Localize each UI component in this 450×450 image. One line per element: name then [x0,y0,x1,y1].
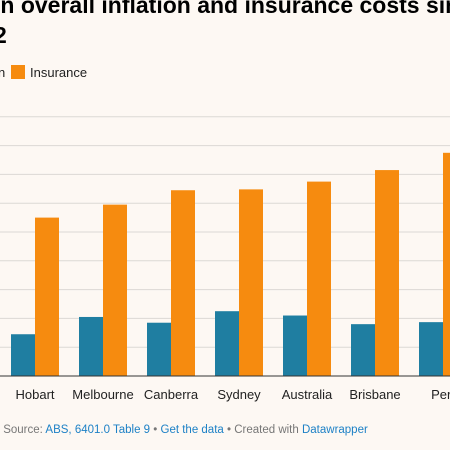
footer: • Source: ABS, 6401.0 Table 9 • Get the … [0,424,368,436]
footer-source-prefix: • Source: [0,424,46,436]
x-tick-label: Sydney [217,387,261,402]
bar-australia-insurance [307,181,331,376]
legend-swatch-insurance [11,65,25,79]
get-the-data-link[interactable]: Get the data [160,424,224,436]
bar-brisbane-series-a [351,324,375,376]
bar-chart: Hobart Melbourne Canberra Sydney Australia Br… [0,116,450,402]
bar-australia-series-a [283,315,307,376]
source-link[interactable]: ABS, 6401.0 Table 9 [45,424,151,436]
footer-created-with: • Created with [223,424,302,436]
bar-sydney-insurance [239,189,263,376]
x-tick-label: Brisbane [349,387,400,402]
bar-brisbane-insurance [375,170,399,376]
bar-hobart-series-a [11,334,35,376]
bar-canberra-series-a [147,322,171,376]
bar-canberra-insurance [171,190,195,376]
datawrapper-link[interactable]: Datawrapper [301,424,368,436]
x-tick-label: Australia [282,387,333,402]
chart-title-line-1: in overall inflation and insurance costs… [0,0,450,18]
x-tick-label: Pert [431,387,450,402]
chart-title-line-2: 2 [0,22,7,48]
x-tick-label: Melbourne [72,387,133,402]
bar-perth-series-a [419,322,443,376]
x-tick-label: Canberra [144,387,199,402]
legend-partial-label: n [0,65,6,80]
bar-melbourne-insurance [103,204,127,376]
legend-label-insurance: Insurance [30,65,88,80]
bar-perth-insurance [443,152,450,376]
bar-sydney-series-a [215,311,239,376]
bar-melbourne-series-a [79,316,103,376]
x-tick-label: Hobart [15,387,54,402]
bar-hobart-insurance [35,217,59,376]
footer-separator: • [150,424,161,436]
